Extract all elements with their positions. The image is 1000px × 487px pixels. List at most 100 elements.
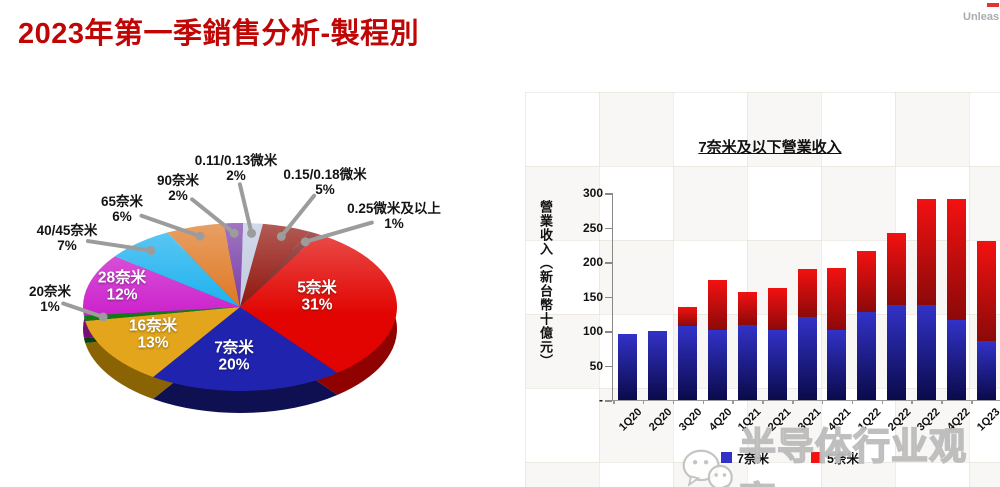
bar-segment-7奈米 — [887, 304, 907, 400]
wechat-logo-icon — [682, 449, 733, 487]
x-axis-tick-mark — [792, 400, 794, 404]
pie-label-leader-line — [303, 220, 374, 244]
bar-segment-7奈米 — [916, 304, 936, 400]
x-axis-tick-mark — [702, 400, 705, 404]
pie-chart: 5奈米 31% 7奈米 20% 16奈米 13% 20奈米 1% 28奈米 12% 40/45奈米 7… — [0, 130, 500, 460]
x-axis-tick-mark — [732, 400, 734, 404]
pie-label-leader-line — [61, 301, 106, 320]
bar-segment-7奈米 — [767, 330, 787, 400]
bar-chart-plot-area: 300 250 200 150 100 50-1Q20 2Q20 3Q20 4Q20 1Q21 2Q… — [583, 186, 1000, 434]
pie-slice-label: 40/45奈米 7% — [37, 223, 98, 253]
pie-label-leader-dot — [276, 231, 286, 241]
pie-slice-name: 0.11/0.13微米 — [194, 152, 278, 168]
bar-segment-5奈米 — [737, 292, 757, 326]
pie-slice-name: 90奈米 — [156, 172, 200, 188]
bar-chart-title: 7奈米及以下營業收入 — [698, 139, 842, 156]
x-axis-tick-mark — [613, 400, 615, 404]
x-axis-tick-mark — [881, 400, 884, 404]
slide-title: 2023年第一季銷售分析-製程別 — [18, 18, 420, 50]
x-axis-tick-label: 1Q20 — [616, 406, 645, 434]
bar-segment-5奈米 — [857, 250, 877, 313]
pie-label-leader-line — [237, 182, 254, 236]
bar-segment-5奈米 — [887, 233, 907, 305]
legend-label: 5奈米 — [827, 452, 859, 466]
bar-segment-5奈米 — [678, 306, 698, 327]
x-axis-tick-mark — [642, 400, 645, 404]
y-axis-tick-label: 50 — [589, 358, 603, 373]
pie-slice-percent: 31% — [301, 296, 333, 314]
pie-slice-label: 7奈米 20% — [214, 340, 254, 375]
pie-slice-name: 5奈米 — [297, 279, 337, 297]
y-axis-tick-label: - — [599, 393, 603, 407]
bar-segment-5奈米 — [707, 279, 727, 330]
bar-segment-7奈米 — [827, 330, 847, 400]
watermark-text: 半导体行业观察 — [738, 425, 967, 487]
bar-segment-5奈米 — [767, 287, 787, 331]
pie-slice-percent: 1% — [384, 216, 404, 232]
top-right-clipped-text: Unleas — [963, 11, 1000, 23]
bar-chart-legend: 7奈米 5奈米 — [590, 448, 990, 467]
pie-label-leader-dot — [98, 312, 108, 322]
x-axis-tick-mark — [672, 400, 675, 404]
pie-slice-label: 0.25微米及以上 1% — [347, 201, 441, 231]
pie-slice-name: 0.15/0.18微米 — [283, 167, 367, 183]
pie-label-leader-dot — [146, 246, 156, 256]
y-axis-tick-label: 300 — [582, 186, 603, 200]
bar-segment-5奈米 — [797, 268, 817, 318]
pie-label-leader-dot — [247, 228, 257, 238]
bar-segment-7奈米 — [857, 312, 877, 400]
watermark: 半导体行业观察 — [680, 416, 1000, 487]
pie-slice-percent: 7% — [57, 237, 77, 253]
bar-segment-7奈米 — [737, 325, 757, 400]
y-axis-tick-mark — [605, 262, 612, 264]
pie-slice-label: 65奈米 6% — [101, 194, 143, 224]
x-axis-tick-mark — [762, 400, 764, 404]
pie-label-leader-dot — [300, 237, 310, 247]
legend-swatch — [721, 452, 733, 463]
y-axis-tick-label: 100 — [582, 324, 603, 338]
y-axis-tick-mark — [605, 400, 612, 402]
bar-segment-5奈米 — [976, 241, 996, 341]
legend-label: 7奈米 — [737, 452, 769, 466]
pie-slice-name: 40/45奈米 — [36, 222, 98, 238]
x-axis-tick-mark — [851, 400, 854, 404]
pie-slice-name: 20奈米 — [28, 283, 72, 299]
y-axis-tick-mark — [605, 193, 612, 195]
top-right-red-mark — [987, 3, 999, 7]
bar-segment-5奈米 — [827, 267, 847, 331]
bar-segment-7奈米 — [797, 317, 817, 400]
legend-swatch — [811, 452, 822, 463]
y-axis-tick-label: 250 — [582, 220, 603, 235]
pie-slice-percent: 13% — [137, 334, 169, 352]
pie-slice-label: 28奈米 12% — [98, 270, 146, 305]
pie-slice-percent: 20% — [218, 357, 250, 375]
pie-slice-label: 0.15/0.18微米 5% — [283, 167, 366, 197]
pie-slice-percent: 6% — [112, 208, 132, 224]
y-axis-tick-mark — [605, 365, 612, 367]
pie-slice-label: 5奈米 31% — [297, 280, 337, 315]
legend-item: 7奈米 — [721, 448, 769, 467]
y-axis-tick-label: 150 — [582, 289, 603, 304]
y-axis-tick-label: 200 — [582, 255, 603, 269]
bar-segment-5奈米 — [946, 198, 966, 320]
pie-slice-percent: 1% — [40, 298, 60, 314]
legend-item: 5奈米 — [811, 448, 859, 467]
pie-label-leader-line — [85, 239, 153, 253]
bar-segment-7奈米 — [618, 334, 638, 400]
y-axis-tick-mark — [605, 296, 612, 298]
y-axis-tick-mark — [605, 331, 612, 333]
x-axis-tick-mark — [941, 400, 943, 404]
pie-label-leader-line — [279, 193, 317, 239]
pie-slice-label: 0.11/0.13微米 2% — [195, 153, 278, 183]
pie-slice-name: 65奈米 — [100, 193, 144, 209]
bar-chart-y-axis-label: 營業收入（新台幣十億元） — [538, 200, 553, 368]
pie-slice-name: 7奈米 — [214, 339, 254, 357]
y-axis-tick-mark — [605, 227, 612, 229]
bar-segment-7奈米 — [946, 319, 966, 400]
bar-segment-5奈米 — [916, 198, 936, 305]
pie-slice-percent: 5% — [315, 182, 335, 198]
pie-chart-canvas — [61, 182, 397, 413]
pie-label-leader-line — [139, 213, 203, 239]
pie-slice-name: 28奈米 — [97, 269, 147, 287]
